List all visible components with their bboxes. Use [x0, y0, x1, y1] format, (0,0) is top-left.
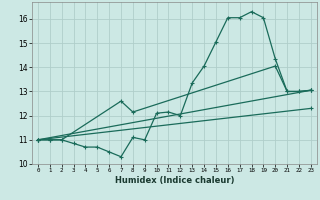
X-axis label: Humidex (Indice chaleur): Humidex (Indice chaleur) — [115, 176, 234, 185]
